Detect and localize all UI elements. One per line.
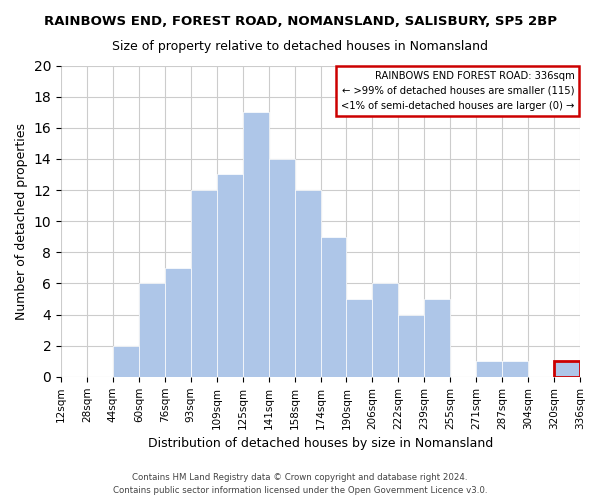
Bar — [398, 314, 424, 377]
Text: RAINBOWS END, FOREST ROAD, NOMANSLAND, SALISBURY, SP5 2BP: RAINBOWS END, FOREST ROAD, NOMANSLAND, S… — [44, 15, 557, 28]
Bar — [346, 299, 373, 377]
Bar — [320, 236, 346, 377]
Bar — [424, 299, 450, 377]
Text: RAINBOWS END FOREST ROAD: 336sqm
← >99% of detached houses are smaller (115)
<1%: RAINBOWS END FOREST ROAD: 336sqm ← >99% … — [341, 71, 574, 110]
Bar — [165, 268, 191, 377]
Text: Size of property relative to detached houses in Nomansland: Size of property relative to detached ho… — [112, 40, 488, 53]
Bar — [295, 190, 320, 377]
Bar — [113, 346, 139, 377]
Bar — [191, 190, 217, 377]
Bar — [373, 284, 398, 377]
Bar — [502, 362, 528, 377]
Bar — [217, 174, 242, 377]
Text: Contains HM Land Registry data © Crown copyright and database right 2024.
Contai: Contains HM Land Registry data © Crown c… — [113, 474, 487, 495]
Bar — [242, 112, 269, 377]
Bar — [554, 362, 580, 377]
Y-axis label: Number of detached properties: Number of detached properties — [15, 122, 28, 320]
Bar — [269, 159, 295, 377]
Bar — [476, 362, 502, 377]
Bar — [139, 284, 165, 377]
X-axis label: Distribution of detached houses by size in Nomansland: Distribution of detached houses by size … — [148, 437, 493, 450]
